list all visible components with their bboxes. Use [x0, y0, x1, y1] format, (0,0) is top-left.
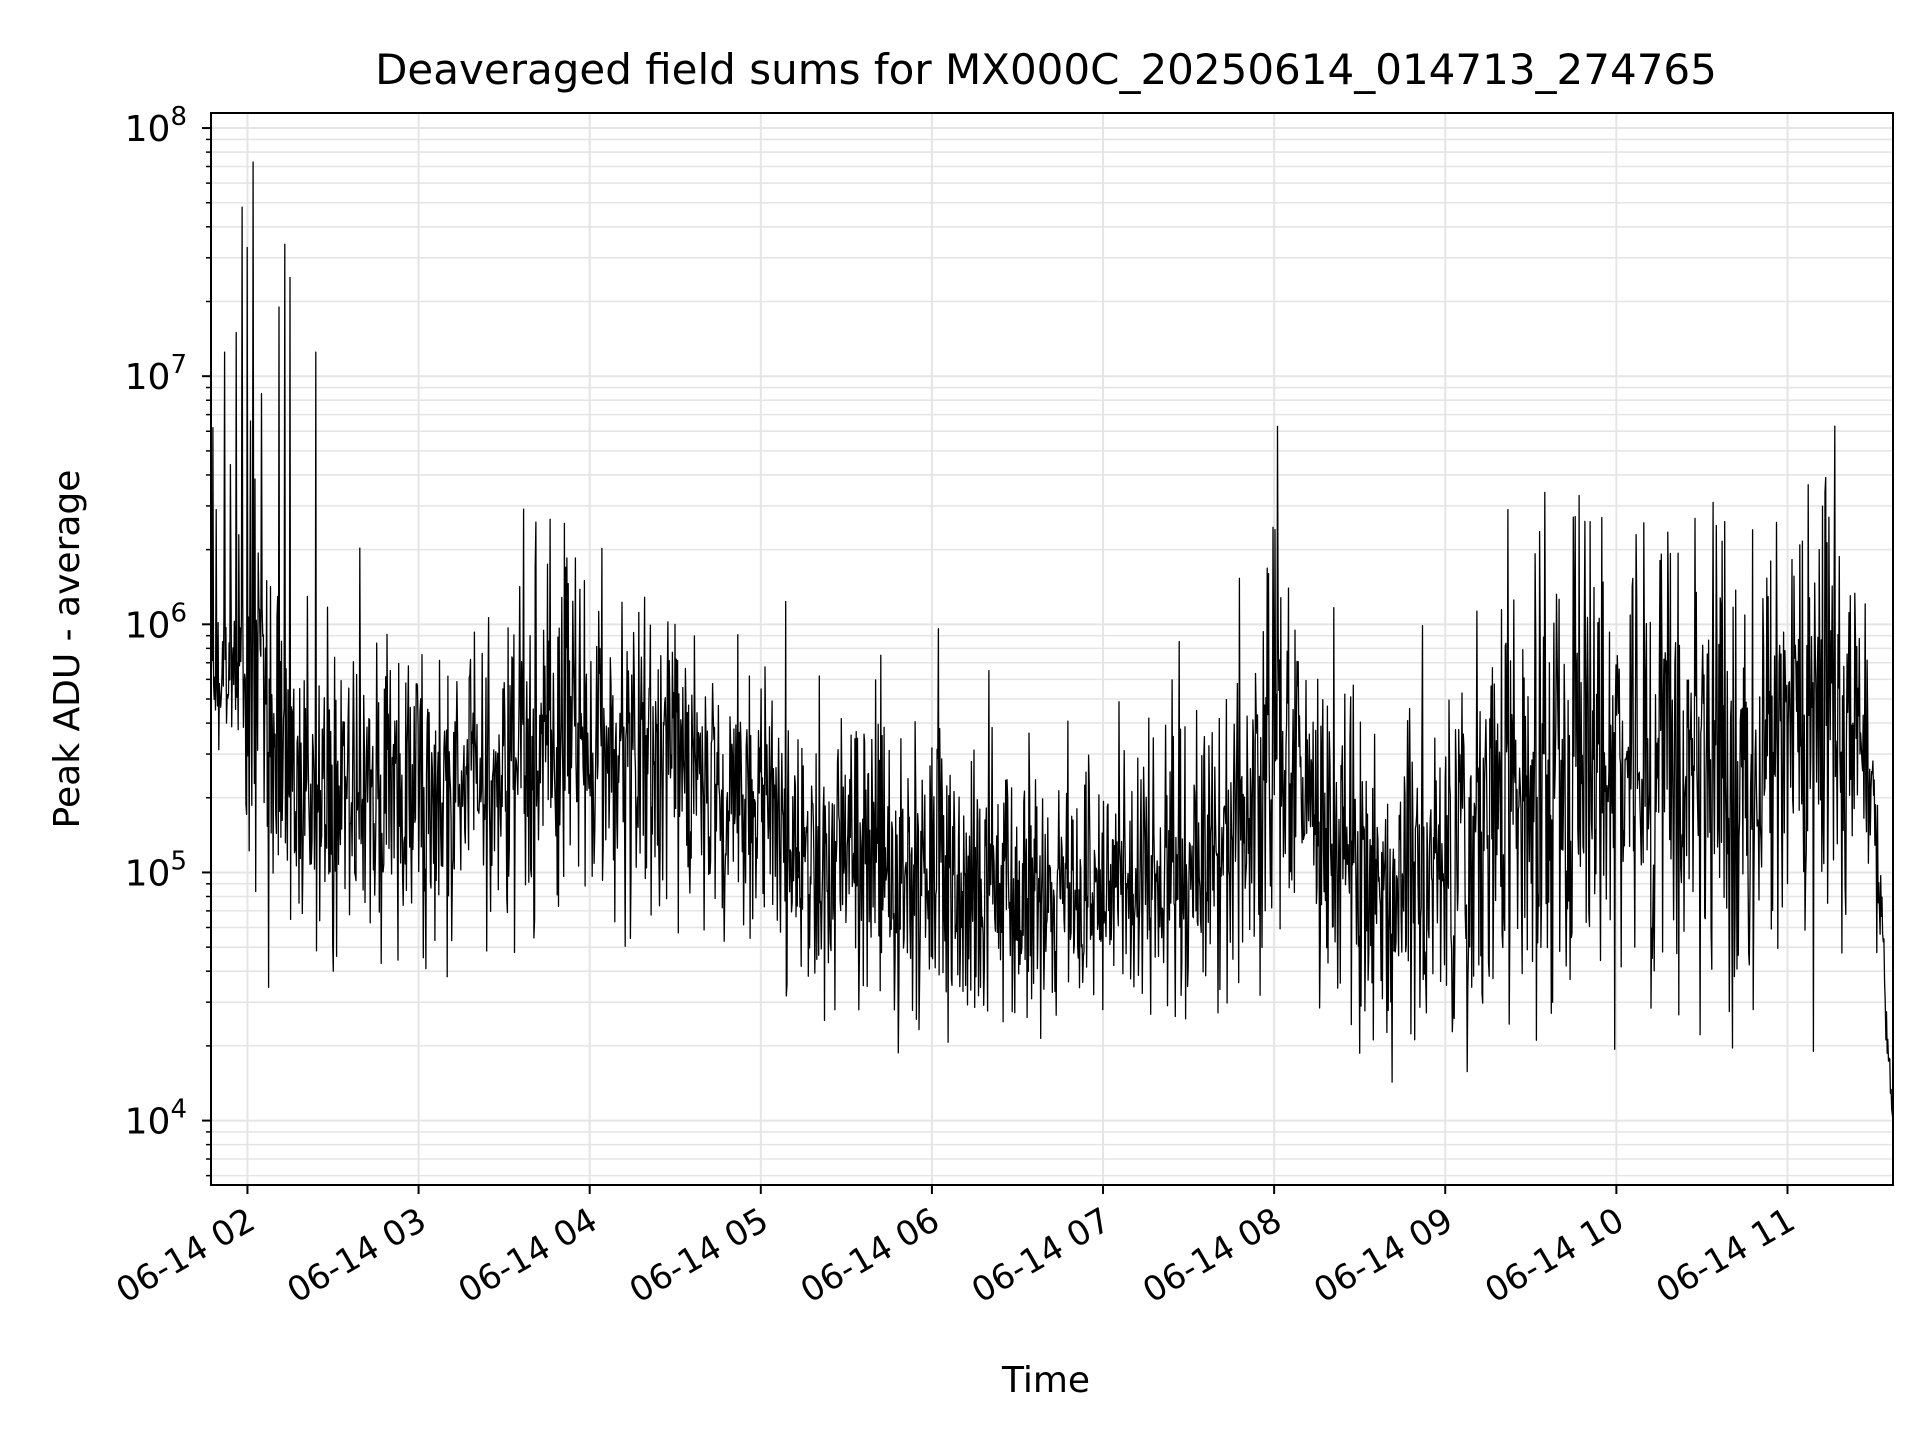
x-tick-label: 06-14 04 — [452, 1200, 604, 1311]
grid-layer — [211, 113, 1893, 1185]
series-line — [210, 161, 1894, 1123]
x-tick-label: 06-14 05 — [623, 1200, 775, 1311]
x-tick-label: 06-14 02 — [110, 1200, 262, 1311]
y-tick-label: 104 — [125, 1095, 187, 1143]
y-tick-label: 106 — [125, 598, 187, 646]
x-tick-label: 06-14 07 — [965, 1200, 1117, 1311]
x-tick-label: 06-14 11 — [1650, 1200, 1802, 1311]
x-tick-label: 06-14 09 — [1307, 1200, 1459, 1311]
chart-title: Deaveraged field sums for MX000C_2025061… — [375, 45, 1717, 94]
y-tick-label: 107 — [125, 350, 187, 398]
y-tick-label: 108 — [125, 102, 187, 150]
series-layer — [210, 161, 1894, 1123]
x-tick-label: 06-14 03 — [281, 1200, 433, 1311]
y-tick-label: 105 — [125, 846, 187, 894]
x-tick-label: 06-14 08 — [1136, 1200, 1288, 1311]
y-axis-label: Peak ADU - average — [47, 470, 88, 829]
x-axis-label: Time — [1001, 1360, 1090, 1401]
x-tick-label: 06-14 06 — [794, 1200, 946, 1311]
x-tick-label: 06-14 10 — [1478, 1200, 1630, 1311]
